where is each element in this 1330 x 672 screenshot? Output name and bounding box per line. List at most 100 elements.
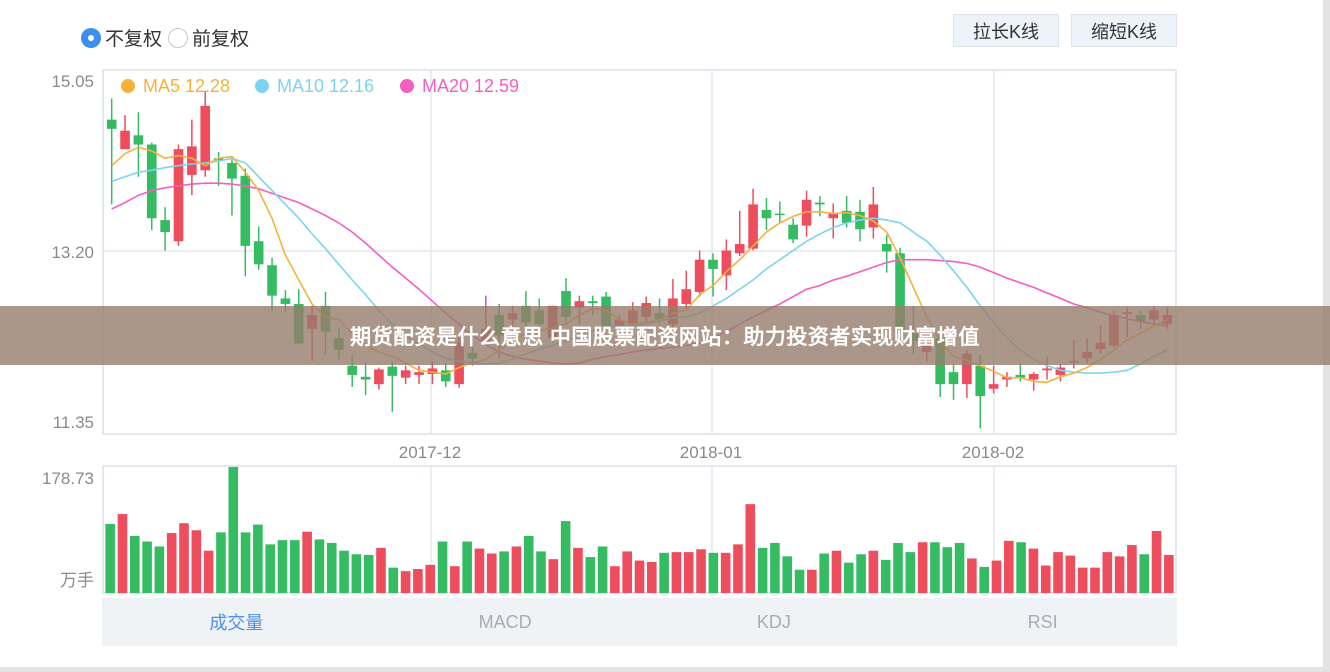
volume-bar [1040,565,1051,593]
volume-bar [302,531,312,593]
price-tick-top: 15.05 [51,72,94,91]
shorten-kline-button[interactable]: 缩短K线 [1071,14,1177,47]
ma20-legend-label: MA20 12.59 [422,76,519,96]
tab-kdj[interactable]: KDJ [756,611,791,632]
ma20-legend-icon [400,79,414,93]
volume-bar [597,546,608,593]
volume-bar [733,544,743,593]
volume-bar [548,559,559,593]
candle-body [133,135,144,145]
candle-body [988,384,999,389]
overlay-banner: 期货配资是什么意思 中国股票配资网站：助力投资者实现财富增值 [0,306,1330,365]
candle-body [881,244,892,252]
volume-bar [425,564,436,593]
date-tick: 2017-12 [399,443,461,462]
volume-bar [105,523,115,593]
volume-bar [819,553,829,593]
candle-body [788,224,798,240]
volume-bar [991,560,1002,593]
volume-bar [585,557,596,593]
volume-bar [474,548,485,593]
candle-body [1055,367,1066,375]
candle-body [120,130,130,150]
candle-body [280,298,291,304]
volume-bar [942,547,953,593]
volume-bar [573,547,583,593]
volume-bar [351,554,362,593]
bottom-divider [0,667,1330,672]
candle-body [708,259,718,269]
volume-bar [290,540,300,593]
volume-bar [622,551,632,593]
volume-bars [105,467,1174,593]
volume-bar [253,524,263,593]
ma-legend: MA5 12.28 MA10 12.16 MA20 12.59 [121,76,519,96]
candle-body [160,220,170,233]
candle-body [213,158,224,161]
volume-bar [794,569,805,593]
volume-bar [720,552,731,593]
candle-body [200,105,211,171]
candle-body [360,376,371,380]
candle-body [561,291,571,317]
volume-bar [1053,552,1063,593]
volume-bar [511,546,522,593]
candle-body [975,365,986,397]
volume-bar [560,521,571,593]
radio-no-adjust[interactable]: 不复权 [81,24,162,51]
price-axis-labels: 15.05 13.20 11.35 [51,72,94,432]
lengthen-kline-button[interactable]: 拉长K线 [953,14,1059,47]
candle-body [962,353,972,385]
ma5-legend-label: MA5 12.28 [143,76,230,96]
volume-bar [1090,567,1100,593]
volume-bar [1077,567,1088,593]
tab-rsi[interactable]: RSI [1027,611,1058,632]
radio-label: 前复权 [192,29,250,50]
volume-bar [671,552,682,593]
volume-bar [831,550,842,593]
candle-body [1015,374,1026,378]
price-tick-mid: 13.20 [51,243,94,262]
volume-bar [1114,556,1125,593]
volume-bar [400,571,411,593]
volume-bar [1127,545,1137,593]
volume-tick-max: 178.73 [42,469,94,488]
candle-body [1028,373,1039,380]
volume-bar [770,542,780,593]
volume-bar [437,541,448,593]
candle-body [400,370,411,378]
radio-unchecked-icon [168,27,189,48]
volume-bar [450,566,460,593]
volume-bar [634,560,645,593]
date-tick: 2018-01 [680,443,742,462]
volume-bar [265,544,275,593]
candle-body [761,209,772,219]
volume-bar [1164,554,1174,593]
volume-bar [166,533,177,593]
candle-body [868,204,879,228]
volume-bar [967,558,977,593]
volume-bar [979,566,989,593]
candle-body [146,144,157,219]
candle-body [574,301,585,308]
tab-volume[interactable]: 成交量 [209,613,264,633]
candle-body [841,210,852,223]
ma5-legend-icon [121,79,135,93]
volume-bar [610,566,620,593]
banner-text: 期货配资是什么意思 中国股票配资网站：助力投资者实现财富增值 [350,325,980,349]
volume-bar [129,535,140,593]
volume-bar [696,549,706,593]
ma10-legend-icon [255,79,269,93]
volume-bar [954,542,965,593]
volume-bar [856,554,866,593]
candle-body [828,213,839,219]
date-axis-labels: 2017-12 2018-01 2018-02 [399,443,1024,462]
price-tick-bottom: 11.35 [53,413,94,432]
volume-bar [203,550,214,593]
volume-bar [216,532,226,593]
tab-macd[interactable]: MACD [478,611,532,632]
radio-forward-adjust[interactable]: 前复权 [168,24,249,51]
candle-body [681,289,692,304]
volume-bar [339,550,349,593]
volume-bar [277,540,288,593]
